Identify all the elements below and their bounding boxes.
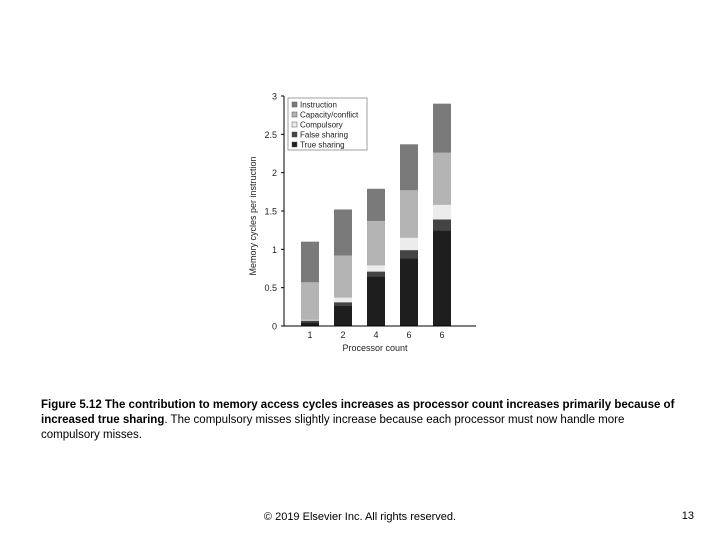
bar-segment	[367, 220, 385, 266]
bar-segment	[433, 230, 451, 326]
bar-segment	[400, 258, 418, 326]
bar-segment	[367, 188, 385, 221]
x-tick-label: 6	[406, 330, 411, 340]
legend-label: Compulsory	[300, 121, 343, 130]
bar-segment	[400, 250, 418, 259]
y-tick-label: 2.5	[264, 130, 277, 140]
bar-segment	[301, 241, 319, 283]
bar-segment	[301, 282, 319, 320]
legend-swatch	[291, 131, 298, 138]
x-tick-label: 1	[307, 330, 312, 340]
page-number: 13	[681, 510, 694, 522]
caption-rest: . The compulsory misses slightly increas…	[41, 414, 625, 441]
y-axis-title: Memory cycles per instruction	[248, 156, 258, 275]
y-tick-label: 3	[272, 92, 277, 102]
bar-segment	[334, 297, 352, 303]
bar-segment	[400, 144, 418, 191]
legend-box	[287, 97, 368, 151]
bar-segment	[334, 305, 352, 326]
y-tick-label: 1	[272, 245, 277, 255]
y-tick-label: 0	[272, 322, 277, 332]
legend-swatch	[291, 141, 298, 148]
bar-segment	[334, 255, 352, 298]
x-tick-label: 2	[340, 330, 345, 340]
legend-label: False sharing	[300, 131, 348, 140]
bar-segment	[433, 204, 451, 220]
bar-segment	[400, 190, 418, 238]
bar-segment	[367, 271, 385, 277]
bar-segment	[400, 237, 418, 251]
legend-label: Capacity/conflict	[300, 111, 359, 120]
x-tick-label: 4	[373, 330, 378, 340]
bar-segment	[433, 152, 451, 205]
copyright-footer: © 2019 Elsevier Inc. All rights reserved…	[263, 511, 457, 523]
bar-segment	[334, 302, 352, 306]
bar-segment	[334, 209, 352, 256]
caption-bold: Figure 5.12 The contribution to memory a…	[41, 399, 675, 426]
bar-segment	[367, 276, 385, 326]
bar-segment	[433, 103, 451, 153]
y-tick-label: 2	[272, 168, 277, 178]
y-tick-label: 1.5	[264, 207, 277, 217]
x-tick-label: 6	[439, 330, 444, 340]
legend-swatch	[291, 101, 298, 108]
figure-caption: Figure 5.12 The contribution to memory a…	[41, 398, 681, 443]
legend-swatch	[291, 111, 298, 118]
y-tick-label: 0.5	[264, 283, 277, 293]
legend-swatch	[291, 121, 298, 128]
bar-segment	[301, 320, 319, 323]
bar-segment	[301, 322, 319, 326]
bar-segment	[301, 319, 319, 321]
legend-label: Instruction	[300, 101, 337, 110]
legend-label: True sharing	[300, 141, 345, 150]
bar-segment	[433, 219, 451, 231]
bar-segment	[367, 265, 385, 272]
x-axis-title: Processor count	[342, 343, 408, 353]
